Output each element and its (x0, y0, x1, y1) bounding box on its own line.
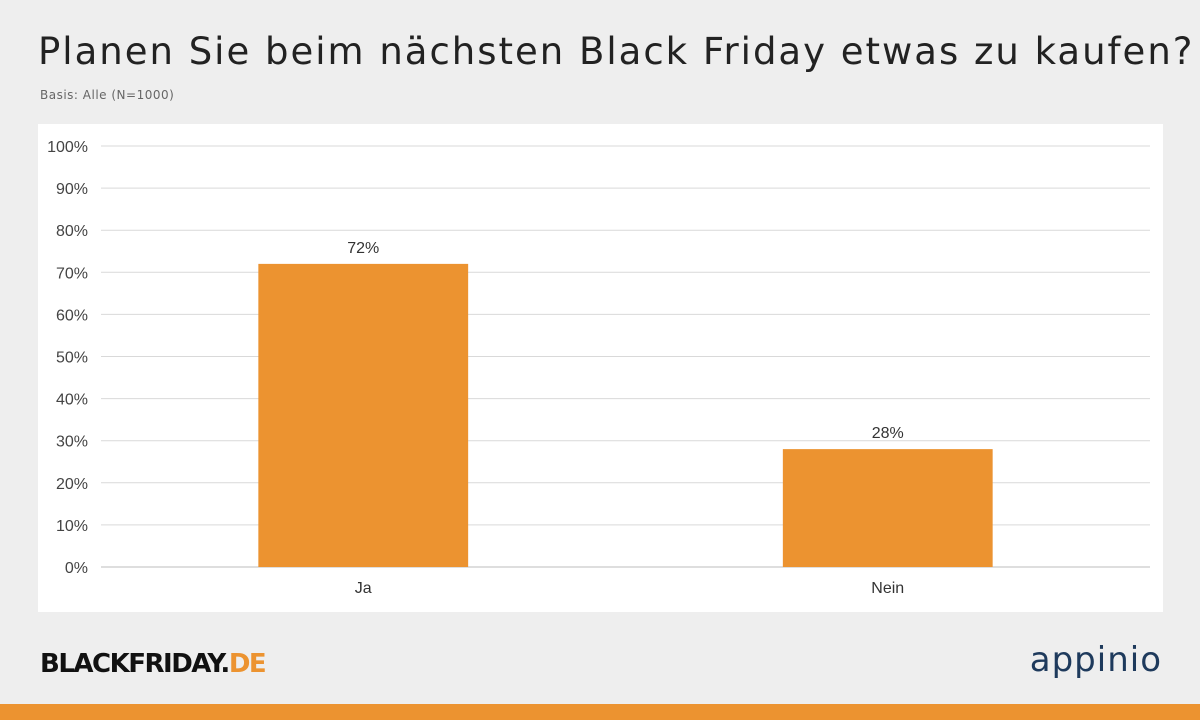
y-tick-label: 80% (56, 223, 88, 240)
y-tick-label: 60% (56, 307, 88, 324)
logo-left-accent: DE (228, 649, 267, 679)
y-tick-label: 40% (56, 392, 88, 409)
y-tick-label: 90% (56, 181, 88, 198)
data-label: 72% (347, 240, 379, 257)
y-tick-label: 20% (56, 476, 88, 493)
appinio-logo: appinio (1029, 640, 1162, 680)
chart-title: Planen Sie beim nächsten Black Friday et… (38, 30, 1195, 73)
bar-chart: 0% 10% 20% 30% 40% 50% 60% 70% 80% 90% 100% 72% Ja 28… (47, 139, 1150, 597)
chart-panel: 0% 10% 20% 30% 40% 50% 60% 70% 80% 90% 100% 72% Ja 28… (38, 124, 1163, 612)
y-tick-label: 50% (56, 350, 88, 367)
logo-left-main: BLACKFRIDAY. (40, 649, 230, 679)
y-tick-label: 10% (56, 518, 88, 535)
x-tick-label: Nein (871, 580, 904, 597)
y-tick-label: 100% (47, 139, 88, 156)
y-tick-label: 30% (56, 434, 88, 451)
y-tick-label: 70% (56, 265, 88, 282)
bar (258, 263, 469, 567)
data-label: 28% (872, 425, 904, 442)
x-tick-label: Ja (355, 580, 372, 597)
chart-subtitle: Basis: Alle (N=1000) (40, 88, 175, 102)
bar (782, 449, 993, 567)
blackfriday-logo: BLACKFRIDAY.DE (40, 649, 267, 679)
y-tick-label: 0% (65, 560, 88, 577)
bottom-accent-bar (0, 704, 1200, 720)
